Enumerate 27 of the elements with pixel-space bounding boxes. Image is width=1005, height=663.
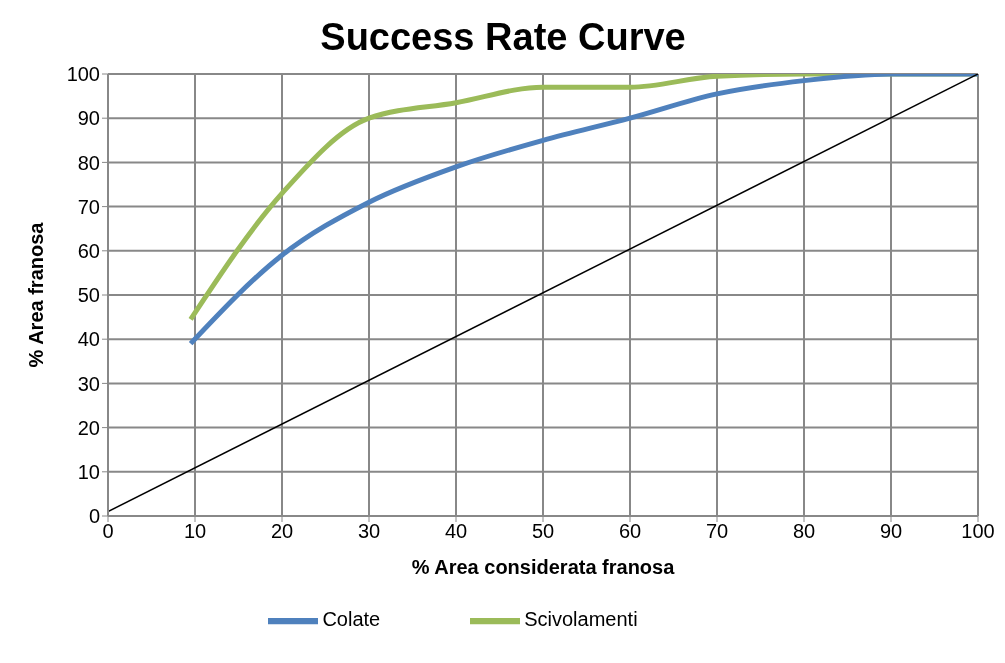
x-tick-label: 60 [618,520,642,543]
chart-title: Success Rate Curve [320,16,686,58]
y-tick-label: 0 [88,505,100,528]
y-axis-title: % Area franosa [25,221,48,368]
x-tick-label: 10 [183,520,207,543]
y-tick-label: 70 [77,195,100,218]
y-tick-label: 20 [77,416,100,439]
x-tick-label: 50 [531,520,555,543]
y-tick-label: 90 [77,107,100,130]
y-tick-label: 30 [77,372,100,395]
y-tick-label: 40 [77,328,100,351]
y-tick-label: 10 [77,460,100,483]
y-tick-label: 50 [77,284,100,307]
legend-label: Colate [322,608,381,631]
x-tick-label: 70 [705,520,729,543]
y-tick-label: 100 [66,63,100,86]
y-tick-label: 80 [77,151,100,174]
x-tick-label: 100 [961,520,995,543]
x-tick-label: 80 [792,520,816,543]
legend-label: Scivolamenti [524,608,638,631]
x-tick-label: 0 [102,520,114,543]
x-tick-label: 20 [270,520,294,543]
x-tick-label: 90 [879,520,903,543]
x-tick-label: 40 [444,520,468,543]
x-axis-title: % Area considerata franosa [411,556,676,578]
x-tick-label: 30 [357,520,381,543]
y-tick-label: 60 [77,239,100,262]
